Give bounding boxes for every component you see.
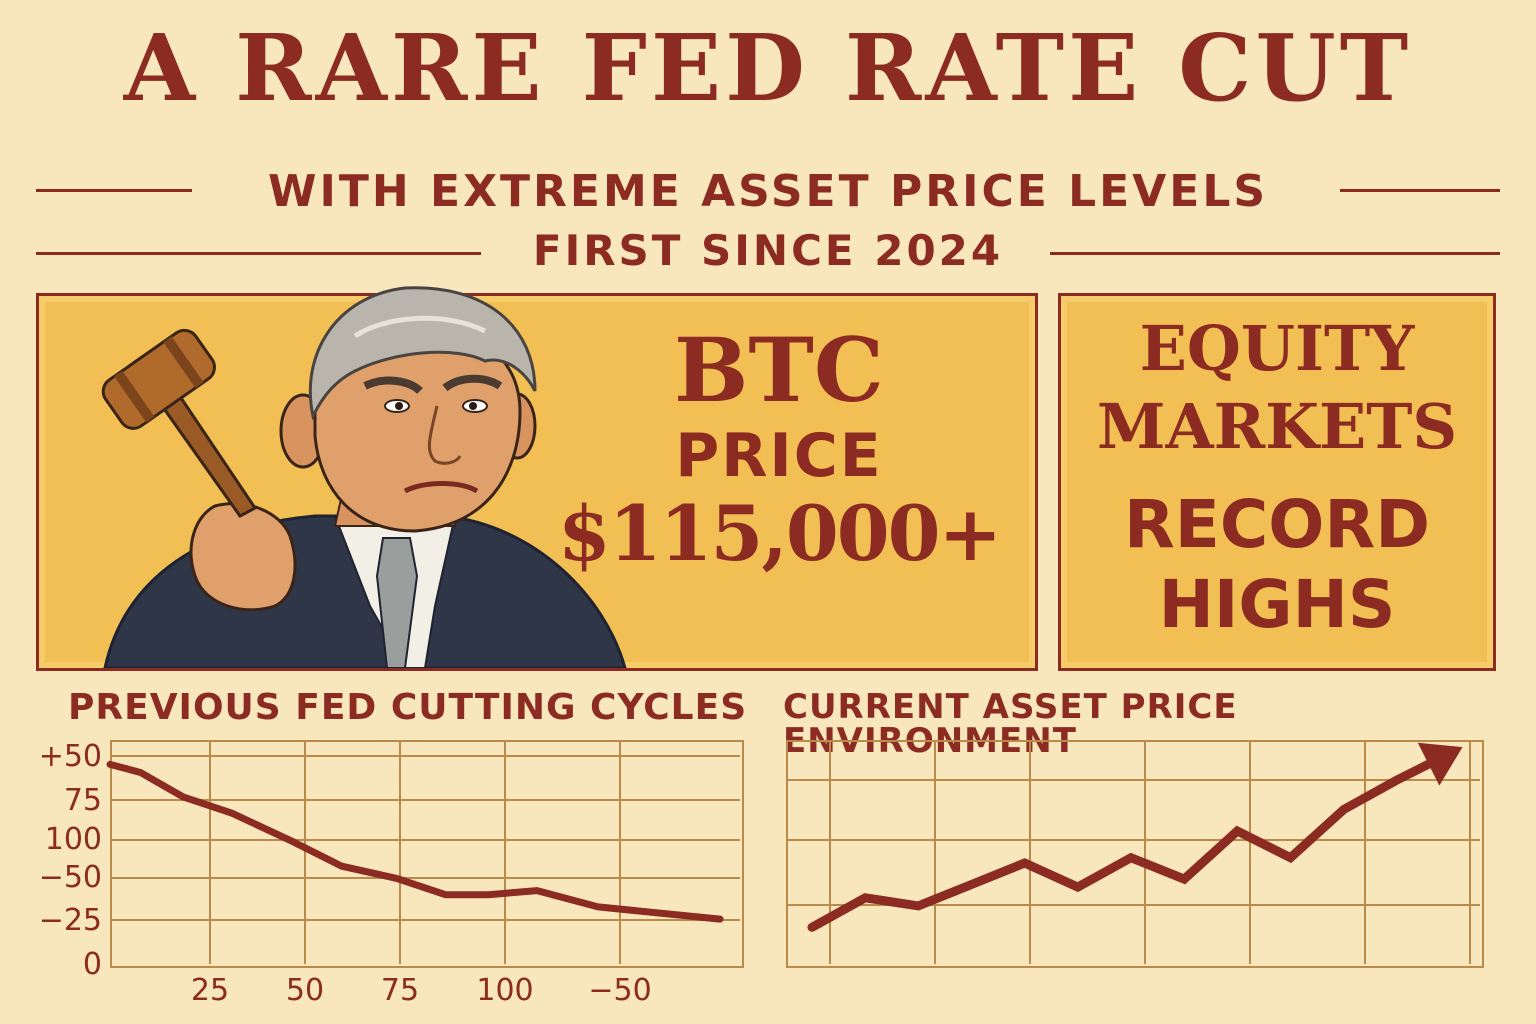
equity-line-4: HIGHS — [1158, 566, 1396, 643]
subtitle2-rule-right — [1050, 252, 1500, 255]
fed-chair-illustration — [101, 286, 627, 668]
left-chart-y-tick-label: −25 — [38, 903, 102, 938]
btc-price-label: PRICE — [675, 421, 883, 491]
left-chart-x-tick-label: −50 — [588, 973, 652, 1008]
left-chart-y-tick-label: +50 — [38, 739, 102, 774]
subtitle-rule-left — [36, 189, 192, 192]
left-chart-y-tick-label: 75 — [63, 783, 102, 818]
btc-label: BTC — [674, 318, 884, 422]
left-chart-y-tick-label: −50 — [38, 860, 102, 895]
right-chart-arrow-head — [1417, 742, 1463, 786]
subtitle-rule-right — [1340, 189, 1500, 192]
left-chart-title: PREVIOUS FED CUTTING CYCLES — [68, 687, 748, 728]
left-chart-x-tick-label: 50 — [285, 973, 325, 1008]
btc-panel: BTC PRICE $115,000+ — [36, 286, 1038, 671]
left-chart-x-tick-label: 100 — [476, 973, 534, 1008]
equity-line-3: RECORD — [1123, 486, 1431, 563]
left-chart-x-tick-label: 25 — [190, 973, 230, 1008]
previous-cycles-chart — [110, 740, 744, 968]
right-chart-series-line — [807, 748, 1455, 932]
headline-title: A RARE FED RATE CUT — [123, 14, 1413, 122]
left-chart-y-tick-label: 100 — [44, 822, 102, 857]
btc-price-value: $115,000+ — [557, 489, 1002, 578]
current-environment-chart — [786, 740, 1484, 968]
left-chart-series-line — [106, 760, 724, 923]
equity-line-2: MARKETS — [1096, 390, 1458, 463]
subtitle: WITH EXTREME ASSET PRICE LEVELS — [267, 166, 1269, 217]
equity-panel: EQUITY MARKETS RECORD HIGHS — [1058, 293, 1496, 671]
subtitle2-rule-left — [36, 252, 481, 255]
left-chart-y-tick-label: 0 — [82, 947, 102, 982]
left-chart-x-tick-label: 75 — [380, 973, 420, 1008]
subtitle-secondary: FIRST SINCE 2024 — [532, 226, 1004, 275]
equity-line-1: EQUITY — [1139, 312, 1415, 385]
